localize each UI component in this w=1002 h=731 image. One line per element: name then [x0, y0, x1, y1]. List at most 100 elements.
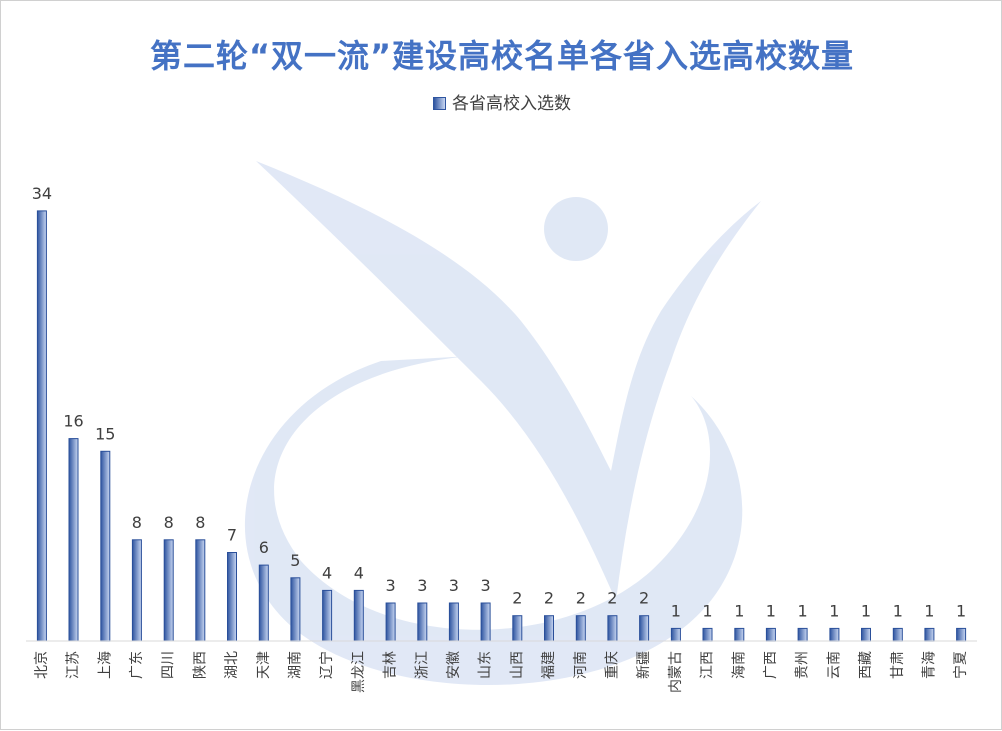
category-label-3: 广东 [129, 651, 145, 679]
chart-title: 第二轮“双一流”建设高校名单各省入选高校数量 [149, 37, 855, 75]
watermark-logo [244, 161, 761, 686]
bar-10 [353, 589, 364, 642]
data-label-23: 1 [766, 601, 776, 620]
data-label-12: 3 [417, 576, 427, 595]
category-label-28: 青海 [921, 651, 937, 679]
category-label-4: 四川 [161, 651, 177, 679]
category-label-19: 新疆 [636, 651, 652, 679]
category-label-9: 辽宁 [318, 651, 335, 679]
category-label-14: 山东 [478, 651, 494, 679]
watermark-head [544, 197, 608, 261]
data-label-26: 1 [861, 601, 871, 620]
data-label-10: 4 [354, 563, 364, 582]
data-label-20: 1 [671, 601, 681, 620]
bar-16 [544, 615, 554, 642]
category-label-13: 安徽 [446, 651, 462, 679]
category-label-21: 江西 [700, 651, 716, 679]
data-label-17: 2 [576, 589, 586, 608]
data-label-27: 1 [893, 601, 903, 620]
bar-18 [607, 615, 618, 642]
data-label-29: 1 [956, 601, 966, 620]
category-label-12: 浙江 [414, 651, 430, 679]
bar-25 [829, 627, 840, 642]
data-label-28: 1 [924, 601, 934, 620]
data-label-22: 1 [734, 601, 744, 620]
bar-20 [670, 627, 681, 642]
bar-17 [575, 615, 586, 642]
category-label-10: 黑龙江 [351, 651, 367, 693]
data-label-0: 34 [32, 184, 52, 203]
bar-1 [68, 438, 79, 642]
category-label-16: 福建 [541, 651, 557, 679]
data-label-2: 15 [95, 424, 115, 443]
bar-29 [956, 627, 967, 642]
bar-6 [227, 552, 237, 642]
category-label-23: 广西 [763, 651, 779, 679]
category-label-29: 宁夏 [952, 651, 969, 679]
bar-4 [163, 539, 174, 642]
data-label-1: 16 [63, 412, 83, 431]
category-label-11: 吉林 [383, 651, 399, 679]
category-label-26: 西藏 [858, 651, 874, 679]
bar-22 [734, 627, 745, 642]
category-label-22: 海南 [731, 651, 747, 679]
data-label-16: 2 [544, 589, 554, 608]
legend: 各省高校入选数 [1, 89, 1002, 114]
category-label-20: 内蒙古 [668, 651, 684, 693]
data-label-5: 8 [195, 513, 205, 532]
bar-28 [924, 627, 935, 642]
data-label-21: 1 [702, 601, 712, 620]
bar-11 [385, 602, 396, 642]
category-label-27: 甘肃 [890, 651, 906, 679]
category-label-24: 贵州 [795, 651, 811, 679]
data-label-3: 8 [132, 513, 142, 532]
bar-5 [195, 539, 206, 642]
category-label-8: 湖南 [287, 651, 303, 679]
category-label-6: 湖北 [224, 651, 240, 679]
bar-12 [417, 602, 428, 642]
legend-label: 各省高校入选数 [452, 94, 571, 114]
bar-26 [861, 627, 871, 642]
bar-19 [639, 615, 650, 642]
category-label-1: 江苏 [66, 651, 82, 679]
watermark-figure [256, 161, 761, 601]
data-label-18: 2 [607, 589, 617, 608]
data-label-4: 8 [164, 513, 174, 532]
category-label-2: 上海 [97, 651, 113, 679]
data-label-13: 3 [449, 576, 459, 595]
bar-27 [892, 627, 903, 642]
watermark-swirl [244, 356, 743, 686]
data-label-11: 3 [386, 576, 396, 595]
bar-14 [480, 602, 491, 642]
bar-7 [258, 564, 269, 642]
legend-swatch [433, 97, 446, 110]
data-label-19: 2 [639, 589, 649, 608]
data-label-14: 3 [481, 576, 491, 595]
category-labels-group: 北京 江苏 上海 广东 四川 陕西 湖北 天津 湖南 辽宁 黑龙江 吉林 浙江 安徽 山东 山西 福建 河南 重庆新… [34, 651, 969, 693]
bar-3 [131, 539, 142, 642]
bar-13 [448, 602, 459, 642]
data-label-7: 6 [259, 538, 269, 557]
bar-9 [322, 589, 333, 642]
bar-15 [512, 615, 523, 642]
category-label-7: 天津 [256, 651, 272, 679]
data-label-6: 7 [227, 526, 237, 545]
bar-0 [36, 210, 47, 642]
category-label-18: 重庆 [604, 651, 620, 679]
category-label-5: 陕西 [192, 651, 208, 679]
bar-8 [290, 577, 301, 642]
bar-2 [100, 450, 111, 642]
category-label-0: 北京 [34, 651, 50, 679]
data-labels-group: 34 16 15 8 8 8 7 6 5 4 4 3 3 3 3 2 2 2 2 2 1 1 1 1 1 1 1 1 1 1 [32, 184, 966, 621]
data-label-24: 1 [798, 601, 808, 620]
bars-group [36, 210, 967, 642]
data-label-9: 4 [322, 563, 332, 582]
data-label-25: 1 [829, 601, 839, 620]
data-label-8: 5 [290, 551, 300, 570]
category-label-17: 河南 [573, 651, 589, 679]
bar-21 [702, 627, 713, 642]
category-label-15: 山西 [509, 651, 525, 679]
category-label-25: 云南 [826, 651, 842, 679]
